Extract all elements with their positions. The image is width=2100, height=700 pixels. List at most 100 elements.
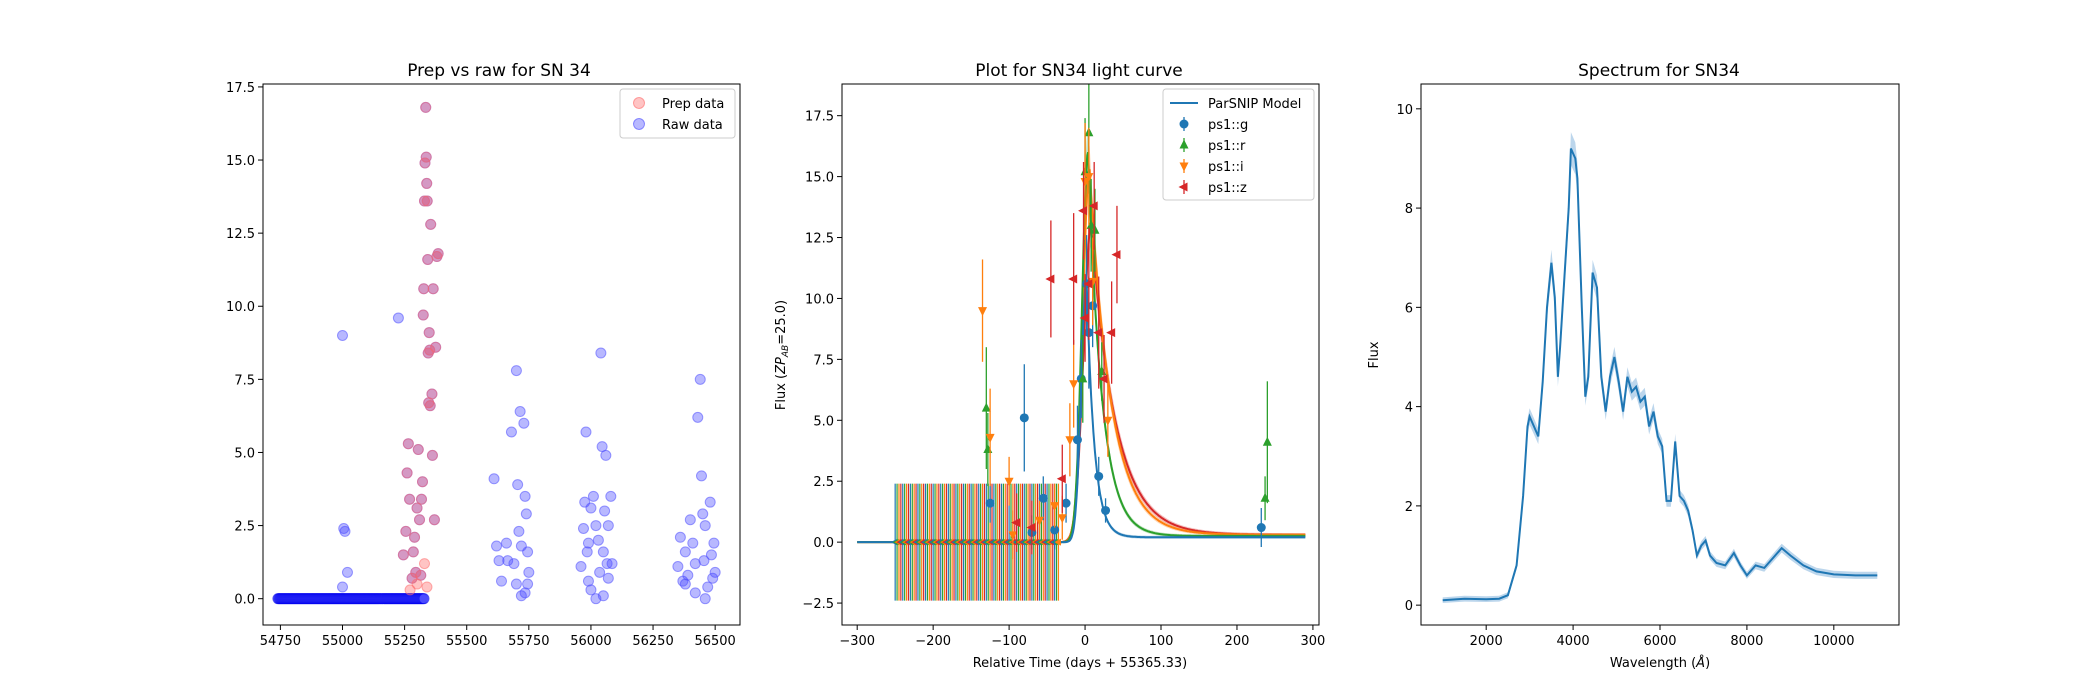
panel1-legend-box [619,88,736,139]
panel3-ytick-label-1: 2 [1405,500,1413,515]
raw-point-78 [597,546,609,558]
z-point-1 [1056,474,1066,484]
panel-light-curve: Plot for SN34 light curve −300 −200 −100 0 1… [774,61,1325,671]
prep-point-15 [417,309,429,321]
prep-point-4 [404,493,416,505]
panel3-xtick-label-1: 4000 [1557,634,1590,649]
panel1-ytick-label-4: 10.0 [226,300,255,315]
panel2-ytick-label-6: 12.5 [805,232,834,247]
legend-prep-label: Prep data [662,97,724,112]
i-point-11 [1103,416,1113,426]
prep-point-6 [407,546,419,558]
i-point-4 [1034,516,1044,526]
z-point-12 [1026,523,1036,533]
panel2-ytick-label-5: 10.0 [805,292,834,307]
panel1-ticks: 54750 55000 55250 55500 55750 56000 56250 56500… [226,81,736,649]
panel3-ylabel: Flux [1367,341,1382,368]
raw-point-64 [522,578,534,590]
i-point-8 [1080,177,1090,187]
panel-spectrum: Spectrum for SN34 2000 4000 6000 8000 10000 0… [1367,61,1900,671]
i-point-9 [1084,173,1094,183]
raw-point-75 [594,566,606,578]
prep-point-10 [412,444,424,456]
prep-point-17 [418,195,430,207]
panel3-xtick-label-0: 2000 [1470,634,1503,649]
raw-point-101 [697,508,709,520]
panel2-xtick-label-0: −300 [839,634,875,649]
prep-point-20 [420,151,432,163]
g-point-1 [1019,413,1029,423]
raw-point-111 [679,578,691,590]
z-point-7 [1093,328,1103,338]
r-point-2 [1078,373,1088,383]
legend-z-marker [1178,182,1188,192]
panel1-xtick-label-0: 54750 [260,634,301,649]
raw-point-66 [577,522,589,534]
panel2-xtick-label-5: 200 [1225,634,1250,649]
raw-point-72 [587,490,599,502]
panel1-xtick-label-5: 56000 [570,634,611,649]
raw-point-68 [580,426,592,438]
panel3-frame [1420,83,1900,626]
raw-point-112 [708,537,720,549]
raw-point-51 [512,479,524,491]
panel3-xtick-label-4: 10000 [1813,634,1854,649]
z-point-5 [1083,279,1093,289]
raw-point-83 [605,490,617,502]
panel-prep-vs-raw: Prep vs raw for SN 34 54750 55000 55250 555… [226,61,741,649]
raw-point-53 [514,406,526,418]
raw-point-85 [585,584,597,596]
panel3-ticks: 2000 4000 6000 8000 10000 0 2 4 6 8 10 [1396,103,1854,649]
prep-point-32 [427,283,439,295]
legend-band-markers [1178,117,1189,194]
g-point-13 [1256,523,1266,533]
raw-point-79 [599,505,611,517]
raw-point-5 [392,312,404,324]
prep-point-30 [426,388,438,400]
panel2-plot-area [857,84,1306,601]
raw-point-93 [679,546,691,558]
panel1-ytick-label-5: 12.5 [226,227,255,242]
raw-point-58 [522,546,534,558]
prep-point-21 [421,177,433,189]
panel1-xtick-label-4: 55750 [508,634,549,649]
z-point-8 [1098,374,1108,384]
prep-point-28 [424,400,436,412]
panel2-xtick-label-2: −100 [991,634,1027,649]
raw-point-95 [684,514,696,526]
g-point-4 [1050,525,1060,535]
raw-point-52 [513,525,525,537]
raw-point-47 [500,537,512,549]
raw-point-99 [694,373,706,385]
prep-point-11 [414,514,426,526]
panel1-ytick-label-3: 7.5 [234,373,255,388]
raw-point-82 [602,572,614,584]
panel1-title: Prep vs raw for SN 34 [407,61,591,81]
raw-point-48 [502,555,514,567]
raw-point-44 [491,540,503,552]
z-point-3 [1079,313,1089,323]
raw-point-98 [692,411,704,423]
z-point-4 [1078,206,1088,216]
panel2-ytick-label-7: 15.0 [805,171,834,186]
raw-point-88 [582,537,594,549]
legend-i-label: ps1::i [1208,160,1244,175]
raw-point-87 [597,590,609,602]
panel2-ticks: −300 −200 −100 0 100 200 300 −2.5 0.0 2.5 5.0 7.5 10… [802,110,1325,649]
raw-point-110 [699,593,711,605]
raw-point-100 [695,470,707,482]
legend-raw-marker [633,118,645,130]
panel3-xtick-label-3: 8000 [1730,634,1763,649]
raw-point-55 [518,417,530,429]
raw-point-71 [585,502,597,514]
prep-point-22 [421,195,433,207]
panel2-ytick-label-1: 0.0 [813,536,834,551]
raw-point-108 [709,566,721,578]
prep-point-37 [404,584,416,596]
panel2-xtick-label-3: 0 [1081,634,1089,649]
panel1-legend: Prep data Raw data [619,88,736,139]
legend-raw-label: Raw data [662,118,723,133]
prep-point-3 [402,438,414,450]
raw-point-2 [339,525,351,537]
panel3-xtick-label-2: 6000 [1643,634,1676,649]
